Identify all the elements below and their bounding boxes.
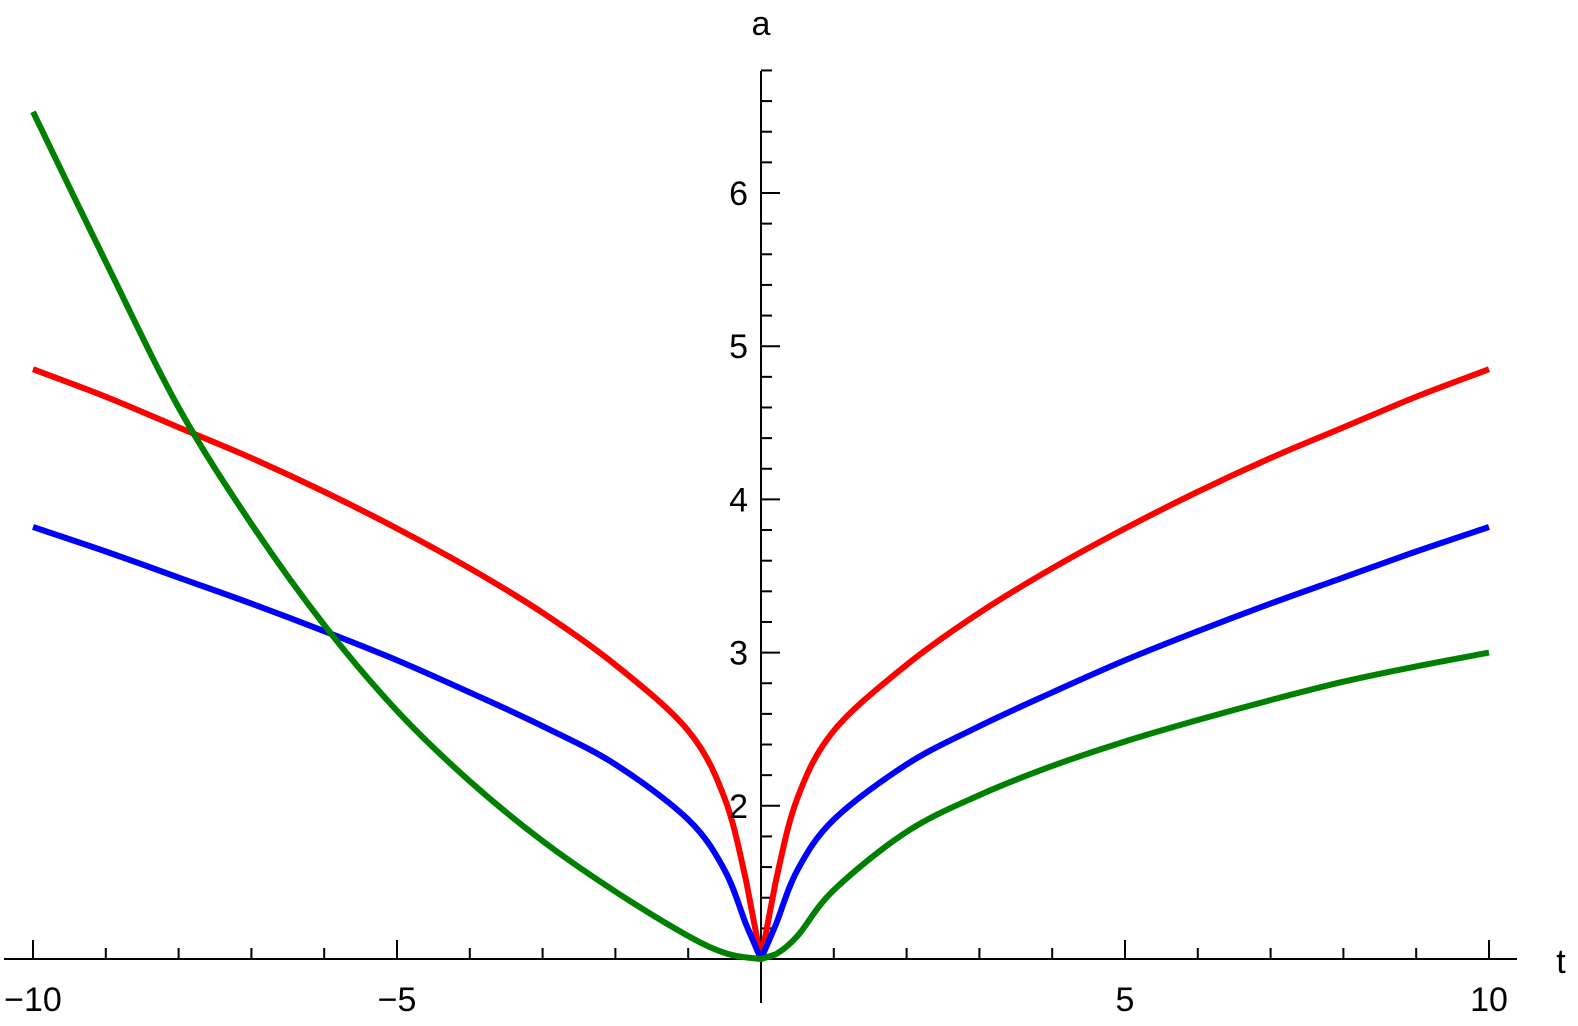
y-tick-label: 5 (729, 328, 748, 366)
series-layer (30, 110, 1491, 962)
x-axis-label: t (1556, 943, 1566, 981)
y-tick-label: 2 (729, 788, 748, 826)
y-tick-label: 4 (729, 481, 748, 519)
y-tick-label: 3 (729, 635, 748, 673)
y-tick-label: 6 (729, 175, 748, 213)
x-tick-label: 10 (1470, 981, 1508, 1019)
x-tick-label: −5 (378, 981, 417, 1019)
x-tick-label: −10 (4, 981, 62, 1019)
y-axis-label: a (752, 5, 771, 43)
x-tick-label: 5 (1116, 981, 1135, 1019)
series-green-line (30, 110, 1490, 962)
labels-layer: −10 −5 5 10 2 3 4 5 6 (4, 175, 1508, 1019)
ticks-layer (32, 69, 1490, 959)
